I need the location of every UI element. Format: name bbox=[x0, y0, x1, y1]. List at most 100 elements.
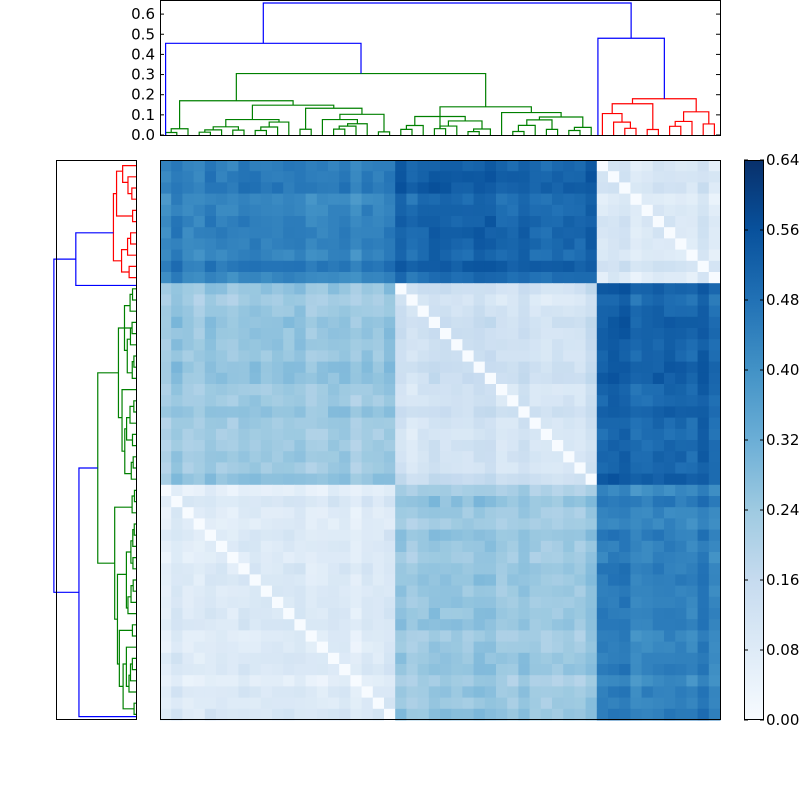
heatmap-cell bbox=[294, 406, 307, 419]
heatmap-cell bbox=[686, 529, 699, 542]
heatmap-cell bbox=[585, 350, 598, 363]
heatmap-cell bbox=[395, 417, 407, 430]
heatmap-cell bbox=[249, 608, 262, 620]
heatmap-cell bbox=[171, 552, 183, 564]
heatmap-cell bbox=[283, 619, 295, 631]
heatmap-cell bbox=[619, 328, 631, 340]
heatmap-cell bbox=[193, 496, 206, 508]
heatmap-cell bbox=[372, 675, 385, 687]
heatmap-cell bbox=[160, 630, 172, 643]
heatmap-cell bbox=[417, 204, 430, 217]
heatmap-cell bbox=[585, 260, 598, 273]
heatmap-cell bbox=[540, 652, 553, 665]
heatmap-cell bbox=[395, 372, 407, 385]
heatmap-cell bbox=[216, 596, 228, 609]
heatmap-cell bbox=[664, 193, 676, 206]
heatmap-cell bbox=[272, 350, 284, 363]
heatmap-cell bbox=[339, 563, 351, 575]
heatmap-cell bbox=[652, 283, 665, 295]
heatmap-cell bbox=[675, 272, 687, 284]
heatmap-cell bbox=[395, 686, 407, 699]
heatmap-cell bbox=[708, 608, 721, 620]
heatmap-cell bbox=[428, 574, 441, 587]
heatmap-cell bbox=[406, 406, 419, 419]
heatmap-cell bbox=[451, 361, 463, 374]
heatmap-cell bbox=[596, 260, 609, 273]
heatmap-cell bbox=[428, 361, 441, 374]
heatmap-cell bbox=[294, 462, 307, 475]
heatmap-cell bbox=[160, 283, 172, 295]
heatmap-cell bbox=[708, 406, 721, 419]
heatmap-cell bbox=[596, 529, 609, 542]
heatmap-cell bbox=[350, 552, 363, 564]
heatmap-cell bbox=[585, 171, 598, 183]
heatmap-cell bbox=[608, 294, 620, 307]
heatmap-cell bbox=[216, 395, 228, 407]
heatmap-cell bbox=[686, 249, 699, 262]
heatmap-cell bbox=[350, 328, 363, 340]
heatmap-cell bbox=[260, 675, 273, 687]
heatmap-cell bbox=[227, 395, 239, 407]
heatmap-cell bbox=[440, 294, 452, 307]
heatmap-cell bbox=[328, 563, 340, 575]
heatmap-cell bbox=[249, 272, 262, 284]
heatmap-cell bbox=[540, 204, 553, 217]
heatmap-cell bbox=[451, 328, 463, 340]
heatmap-cell bbox=[507, 406, 519, 419]
heatmap-cell bbox=[563, 473, 575, 486]
heatmap-cell bbox=[585, 641, 598, 654]
heatmap-cell bbox=[440, 652, 452, 665]
heatmap-cell bbox=[697, 451, 710, 463]
left-dendrogram-link bbox=[133, 355, 136, 368]
heatmap-cell bbox=[182, 697, 195, 710]
heatmap-cell bbox=[305, 350, 318, 363]
heatmap-cell bbox=[339, 182, 351, 195]
heatmap-cell bbox=[574, 462, 587, 475]
heatmap-cell bbox=[630, 272, 643, 284]
left-dendrogram-link bbox=[126, 237, 136, 256]
heatmap-cell bbox=[238, 518, 251, 531]
heatmap-cell bbox=[238, 272, 251, 284]
heatmap-cell bbox=[529, 697, 542, 710]
heatmap-cell bbox=[227, 652, 239, 665]
heatmap-cell bbox=[272, 529, 284, 542]
heatmap-cell bbox=[249, 686, 262, 699]
heatmap-cell bbox=[417, 507, 430, 519]
heatmap-cell bbox=[204, 675, 217, 687]
heatmap-cell bbox=[574, 339, 587, 351]
heatmap-cell bbox=[686, 339, 699, 351]
heatmap-cell bbox=[182, 227, 195, 239]
heatmap-cell bbox=[518, 440, 531, 452]
heatmap-cell bbox=[249, 283, 262, 295]
heatmap-cell bbox=[406, 529, 419, 542]
heatmap-cell bbox=[339, 216, 351, 228]
heatmap-cell bbox=[160, 608, 172, 620]
heatmap-cell bbox=[574, 585, 587, 598]
heatmap-cell bbox=[171, 406, 183, 419]
heatmap-cell bbox=[171, 328, 183, 340]
heatmap-cell bbox=[697, 193, 710, 206]
heatmap-cell bbox=[440, 283, 452, 295]
heatmap-cell bbox=[361, 596, 374, 609]
heatmap-cell bbox=[697, 316, 710, 329]
heatmap-cell bbox=[619, 675, 631, 687]
heatmap-cell bbox=[272, 540, 284, 553]
heatmap-cell bbox=[216, 417, 228, 430]
heatmap-cell bbox=[518, 484, 531, 497]
heatmap-cell bbox=[171, 608, 183, 620]
top-y-tick-label: 0.2 bbox=[131, 86, 155, 104]
heatmap-cell bbox=[361, 216, 374, 228]
heatmap-cell bbox=[238, 204, 251, 217]
heatmap-cell bbox=[484, 227, 497, 239]
heatmap-cell bbox=[249, 697, 262, 710]
heatmap-cell bbox=[451, 182, 463, 195]
heatmap-cell bbox=[619, 451, 631, 463]
heatmap-cell bbox=[272, 563, 284, 575]
left-dendrogram-link bbox=[132, 529, 136, 547]
heatmap-cell bbox=[204, 697, 217, 710]
heatmap-cell bbox=[484, 652, 497, 665]
heatmap-cell bbox=[708, 193, 721, 206]
heatmap-cell bbox=[619, 372, 631, 385]
heatmap-cell bbox=[428, 417, 441, 430]
heatmap-cell bbox=[305, 552, 318, 564]
